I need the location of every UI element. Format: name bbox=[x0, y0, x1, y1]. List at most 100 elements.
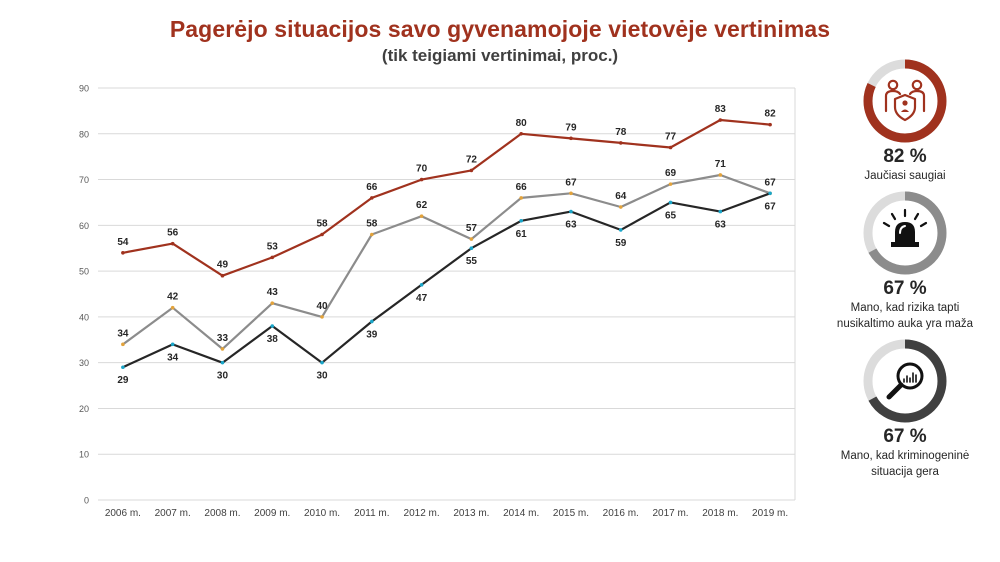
y-tick-label: 80 bbox=[79, 129, 89, 139]
x-tick-label: 2013 m. bbox=[453, 508, 489, 519]
data-point bbox=[469, 237, 474, 241]
x-tick-label: 2019 m. bbox=[752, 508, 788, 519]
data-label: 39 bbox=[366, 329, 378, 340]
chart-title: Pagerėjo situacijos savo gyvenamojoje vi… bbox=[169, 16, 831, 42]
data-point bbox=[569, 209, 573, 214]
x-tick-label: 2017 m. bbox=[652, 508, 688, 519]
data-point bbox=[121, 365, 125, 370]
kpi-value: 67 % bbox=[883, 426, 927, 447]
kpi-donut-arc bbox=[863, 59, 947, 143]
data-label: 78 bbox=[615, 127, 627, 138]
data-point bbox=[718, 118, 723, 122]
data-point bbox=[569, 191, 573, 196]
data-point bbox=[170, 241, 175, 246]
x-tick-label: 2007 m. bbox=[155, 508, 191, 519]
series-line-1 bbox=[122, 118, 771, 277]
data-label: 43 bbox=[267, 287, 279, 298]
data-point bbox=[519, 196, 523, 200]
data-point bbox=[668, 145, 673, 150]
data-label: 72 bbox=[466, 154, 478, 165]
data-label: 29 bbox=[117, 375, 129, 386]
x-tick-label: 2009 m. bbox=[254, 508, 290, 519]
data-point bbox=[618, 205, 623, 209]
x-tick-label: 2012 m. bbox=[404, 508, 440, 519]
data-label: 54 bbox=[117, 237, 129, 248]
data-label: 70 bbox=[416, 164, 428, 175]
data-point bbox=[519, 131, 523, 136]
y-tick-label: 0 bbox=[84, 496, 89, 506]
data-point bbox=[121, 251, 125, 255]
data-label: 83 bbox=[715, 104, 727, 115]
data-point bbox=[320, 315, 324, 319]
data-label: 57 bbox=[466, 223, 478, 234]
data-label: 65 bbox=[665, 210, 677, 221]
data-point bbox=[370, 196, 374, 200]
family-shield-icon bbox=[884, 79, 926, 122]
data-point bbox=[668, 200, 673, 205]
data-point bbox=[718, 173, 723, 177]
data-point bbox=[768, 122, 772, 127]
kpi-label: Jaučiasi saugiai bbox=[864, 170, 946, 182]
data-label: 34 bbox=[117, 328, 129, 339]
data-label: 58 bbox=[316, 218, 328, 229]
data-point bbox=[121, 342, 125, 347]
data-point bbox=[618, 141, 623, 145]
kpi-donut bbox=[863, 339, 947, 423]
data-label: 63 bbox=[565, 220, 577, 231]
series-line-2 bbox=[122, 173, 771, 350]
data-point bbox=[469, 168, 474, 173]
data-label: 38 bbox=[267, 334, 279, 345]
kpi-donut bbox=[863, 59, 947, 143]
data-point bbox=[419, 283, 424, 287]
data-point bbox=[170, 342, 175, 347]
kpi-feel-safe: 82 % Jaučiasi saugiai bbox=[820, 58, 990, 184]
data-label: 67 bbox=[765, 201, 777, 212]
y-tick-label: 70 bbox=[79, 175, 89, 185]
data-label: 49 bbox=[217, 260, 229, 271]
data-label: 66 bbox=[516, 182, 528, 193]
data-label: 42 bbox=[167, 292, 179, 303]
data-point bbox=[320, 232, 324, 237]
data-label: 79 bbox=[565, 122, 577, 133]
data-label: 61 bbox=[516, 229, 528, 240]
data-label: 63 bbox=[715, 220, 727, 231]
series-line-3 bbox=[122, 192, 771, 369]
y-tick-label: 20 bbox=[79, 404, 89, 414]
data-label: 64 bbox=[615, 191, 627, 202]
data-point bbox=[170, 305, 175, 310]
x-tick-label: 2018 m. bbox=[702, 508, 738, 519]
data-point bbox=[220, 360, 225, 365]
data-label: 66 bbox=[366, 182, 378, 193]
data-label: 47 bbox=[416, 293, 428, 304]
data-label: 67 bbox=[765, 177, 777, 188]
kpi-value: 67 % bbox=[883, 278, 927, 299]
kpi-donut bbox=[863, 191, 947, 275]
y-tick-label: 10 bbox=[79, 450, 89, 460]
y-tick-label: 90 bbox=[79, 84, 89, 94]
data-point bbox=[370, 232, 374, 237]
data-label: 53 bbox=[267, 241, 279, 252]
x-tick-label: 2011 m. bbox=[354, 508, 389, 519]
line-chart: 0 10 20 30 40 50 60 70 80 90 2006 m. 2007 m. 2008 m.… bbox=[79, 84, 796, 519]
data-point bbox=[220, 347, 225, 351]
data-label: 30 bbox=[217, 371, 229, 382]
kpi-crime-situation: 67 % Mano, kad kriminogeninė situacija g… bbox=[820, 338, 990, 480]
x-tick-label: 2010 m. bbox=[304, 508, 340, 519]
data-point bbox=[618, 228, 623, 232]
data-label: 58 bbox=[366, 218, 378, 229]
data-point bbox=[270, 255, 275, 260]
data-label: 67 bbox=[565, 177, 577, 188]
chart-subtitle: (tik teigiami vertinimai, proc.) bbox=[381, 46, 619, 65]
data-label: 80 bbox=[516, 118, 528, 129]
data-label: 69 bbox=[665, 168, 677, 179]
data-point bbox=[668, 182, 673, 186]
data-label: 40 bbox=[316, 301, 328, 312]
data-point bbox=[419, 214, 424, 218]
data-label: 77 bbox=[665, 132, 677, 143]
data-label: 56 bbox=[167, 228, 179, 239]
y-tick-label: 40 bbox=[79, 312, 89, 322]
data-point bbox=[270, 324, 275, 328]
data-point bbox=[768, 191, 772, 196]
data-point bbox=[469, 246, 474, 251]
data-point bbox=[569, 136, 573, 141]
